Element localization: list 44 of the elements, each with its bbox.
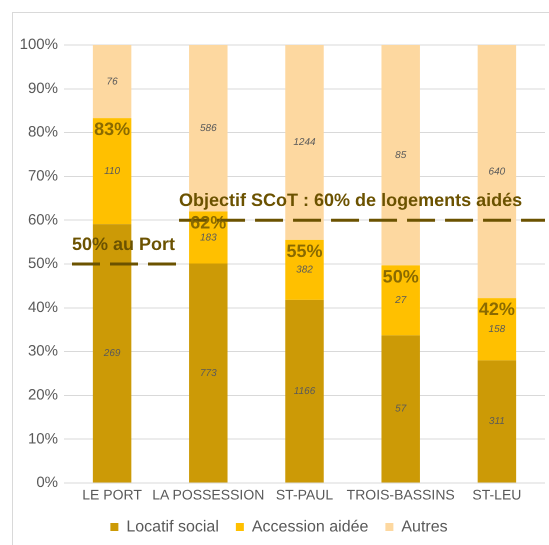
annotation: 42% [478,299,515,320]
y-tick-label: 80% [28,124,58,141]
annotation: 27 [394,295,407,306]
bar [189,264,228,482]
y-tick-label: 70% [28,168,58,185]
annotation: 158 [488,324,506,336]
annotation: 55% [286,240,323,261]
y-tick-label: 30% [28,342,58,360]
annotation: 76 [106,76,118,88]
x-tick-label: LE PORT [82,486,142,502]
y-tick-label: 20% [28,386,58,404]
y-tick-label: 0% [36,474,58,492]
annotation: 269 [102,348,121,360]
y-tick-label: 100% [20,36,58,54]
annotation: 57 [395,404,407,415]
annotation: 382 [296,264,314,276]
annotation: 83% [94,119,130,140]
annotation: 183 [200,232,218,244]
annotation: 50% [382,266,419,286]
annotation: 1166 [294,386,316,397]
legend-label: Accession aidée [252,518,368,536]
annotation: 311 [488,416,505,428]
bar [92,118,132,224]
annotation: 773 [200,368,218,379]
legend-label: Autres [401,518,448,536]
x-tick-label: LA POSSESSION [152,486,264,502]
legend-label: Locatif social [126,518,219,536]
annotation: 586 [200,123,218,134]
bar [285,300,324,482]
annotation: 1244 [293,137,316,148]
y-tick-label: 90% [28,80,58,97]
annotation: 85 [395,150,407,161]
x-tick-label: ST-LEU [472,486,522,502]
bar [381,335,420,482]
y-tick-label: 50% [28,255,58,272]
x-tick-label: ST-PAUL [276,486,334,502]
annotation: 640 [488,166,506,178]
y-tick-label: 10% [28,430,58,448]
y-tick-label: 40% [28,298,58,316]
y-tick-label: 60% [28,211,58,228]
bar [478,360,516,482]
bar [92,45,132,118]
annotation: 110 [104,166,121,177]
x-tick-label: TROIS-BASSINS [346,486,455,502]
